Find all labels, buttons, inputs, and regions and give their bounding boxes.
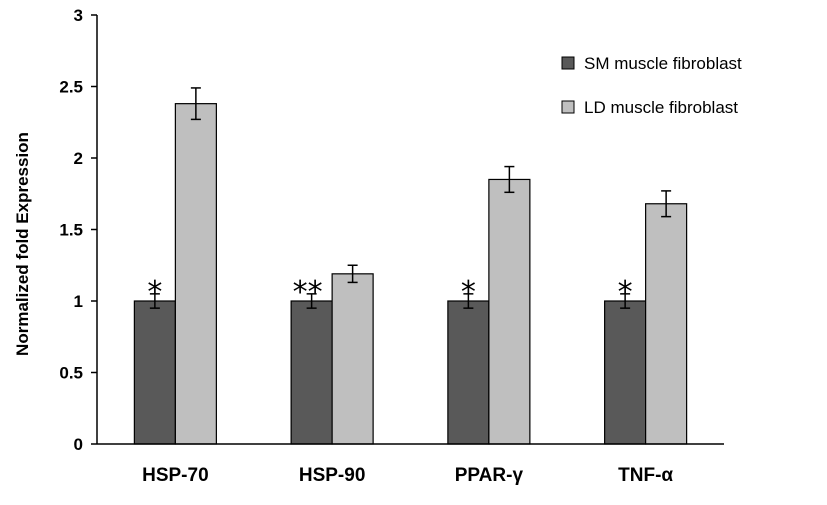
legend: SM muscle fibroblast LD muscle fibroblast xyxy=(561,54,742,117)
bars: * ** * * xyxy=(133,87,688,445)
legend-label: SM muscle fibroblast xyxy=(584,54,742,73)
y-tick-label: 1 xyxy=(74,292,83,311)
bar-sm-0 xyxy=(133,300,176,445)
legend-label: LD muscle fibroblast xyxy=(584,98,738,117)
significance-marker: * xyxy=(147,275,162,310)
x-axis: HSP-70 HSP-90 PPAR-γ TNF-α xyxy=(97,443,724,486)
bar-ld-1 xyxy=(331,273,374,445)
significance-marker: * xyxy=(618,275,633,310)
y-tick-label: 3 xyxy=(74,6,83,25)
bar-ld-3 xyxy=(645,203,688,445)
bar-sm-2 xyxy=(447,300,490,445)
y-tick-label: 2 xyxy=(74,149,83,168)
bar-ld-2 xyxy=(488,178,531,445)
x-tick-label: PPAR-γ xyxy=(455,465,524,486)
x-tick-label: TNF-α xyxy=(618,465,673,486)
x-tick-label: HSP-70 xyxy=(142,465,209,486)
y-axis-label: Normalized fold Expression xyxy=(13,132,32,356)
significance-marker: * xyxy=(461,275,476,310)
x-tick-label: HSP-90 xyxy=(299,465,366,486)
bar-sm-3 xyxy=(604,300,647,445)
y-axis: 0 0.5 1 1.5 2 2.5 3 xyxy=(59,6,98,454)
bar-ld-0 xyxy=(174,103,217,445)
bar-sm-1 xyxy=(290,300,333,445)
y-tick-label: 0 xyxy=(74,435,83,454)
y-tick-label: 2.5 xyxy=(59,78,83,97)
y-tick-label: 0.5 xyxy=(59,364,83,383)
legend-swatch xyxy=(561,100,575,114)
y-tick-label: 1.5 xyxy=(59,221,83,240)
legend-swatch xyxy=(561,56,575,70)
significance-marker: ** xyxy=(293,275,323,310)
